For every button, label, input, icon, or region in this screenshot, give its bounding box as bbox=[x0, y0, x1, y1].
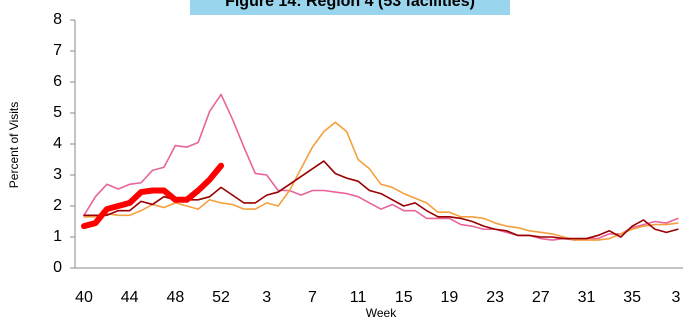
y-tick-label: 2 bbox=[53, 197, 62, 214]
x-tick-label: 3 bbox=[672, 289, 681, 306]
title-box bbox=[190, 0, 510, 15]
x-tick-label: 44 bbox=[121, 289, 139, 306]
x-tick-label: 23 bbox=[486, 289, 504, 306]
x-tick-label: 3 bbox=[262, 289, 271, 306]
y-tick-label: 7 bbox=[53, 42, 62, 59]
y-tick-label: 6 bbox=[53, 73, 62, 90]
x-tick-label: 35 bbox=[623, 289, 641, 306]
series-line bbox=[81, 162, 225, 230]
x-axis-label: Week bbox=[366, 306, 397, 320]
y-tick-label: 1 bbox=[53, 228, 62, 245]
x-tick-label: 48 bbox=[166, 289, 184, 306]
x-tick-label: 52 bbox=[212, 289, 230, 306]
x-tick-label: 40 bbox=[75, 289, 93, 306]
chart-title: Figure 14: Region 4 (53 facilities) bbox=[225, 0, 475, 10]
x-tick-label: 11 bbox=[350, 289, 367, 306]
y-tick-label: 0 bbox=[53, 259, 62, 276]
series-line bbox=[83, 121, 679, 241]
y-tick-label: 4 bbox=[53, 135, 62, 152]
x-tick-label: 27 bbox=[532, 289, 550, 306]
x-tick-label: 7 bbox=[308, 289, 317, 306]
y-tick-label: 8 bbox=[53, 11, 62, 28]
x-tick-label: 15 bbox=[395, 289, 413, 306]
y-tick-label: 3 bbox=[53, 166, 62, 183]
x-tick-label: 19 bbox=[441, 289, 459, 306]
y-tick-label: 5 bbox=[53, 104, 62, 121]
series-line bbox=[83, 93, 679, 241]
x-tick-label: 31 bbox=[578, 289, 596, 306]
y-axis-label: Percent of Visits bbox=[7, 102, 21, 188]
